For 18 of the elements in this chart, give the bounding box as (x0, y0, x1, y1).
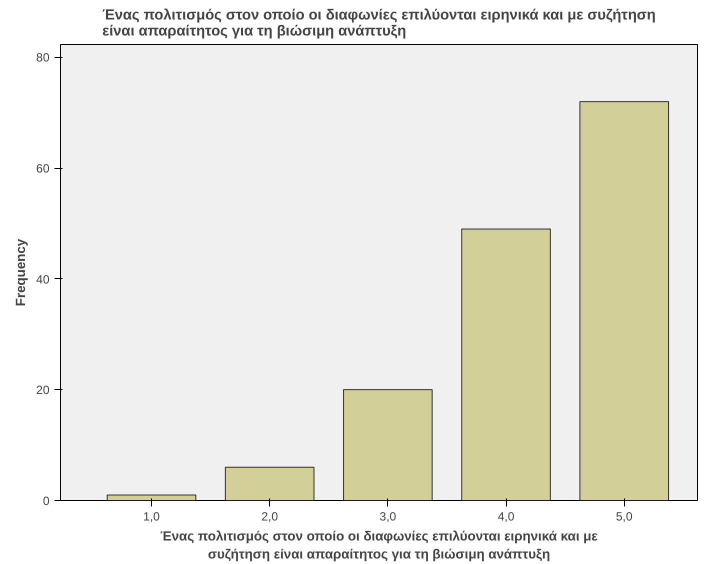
bar (461, 228, 551, 500)
y-tick-label: 20 (36, 383, 50, 398)
x-axis-title: Ένας πολιτισμός στον οποίο οι διαφωνίες επιλύονται ειρηνικά και με συζήτηση είναι απαραίτητος για τη βιώσιμη ανάπτυξη (160, 528, 598, 562)
y-tick-label: 60 (36, 162, 50, 176)
x-tick-label: 3,0 (380, 510, 397, 524)
y-axis-title: Frequency (13, 238, 28, 306)
bar (106, 494, 196, 500)
x-tick-label: 1,0 (143, 510, 160, 524)
bar (224, 466, 314, 500)
x-tick-label: 5,0 (616, 510, 633, 524)
x-tick-label: 4,0 (498, 510, 515, 524)
y-tick-label: 0 (42, 494, 50, 508)
bar (343, 389, 433, 500)
x-tick-label: 2,0 (261, 510, 278, 524)
chart-title: Ένας πολιτισμός στον οποίο οι διαφωνίες επιλύονται ειρηνικά και με συζήτηση είναι απαραίτητος για τη βιώσιμη ανάπτυξη (102, 8, 656, 40)
bar (579, 101, 670, 500)
y-tick-label: 40 (36, 272, 50, 286)
y-tick-label: 80 (36, 50, 50, 65)
